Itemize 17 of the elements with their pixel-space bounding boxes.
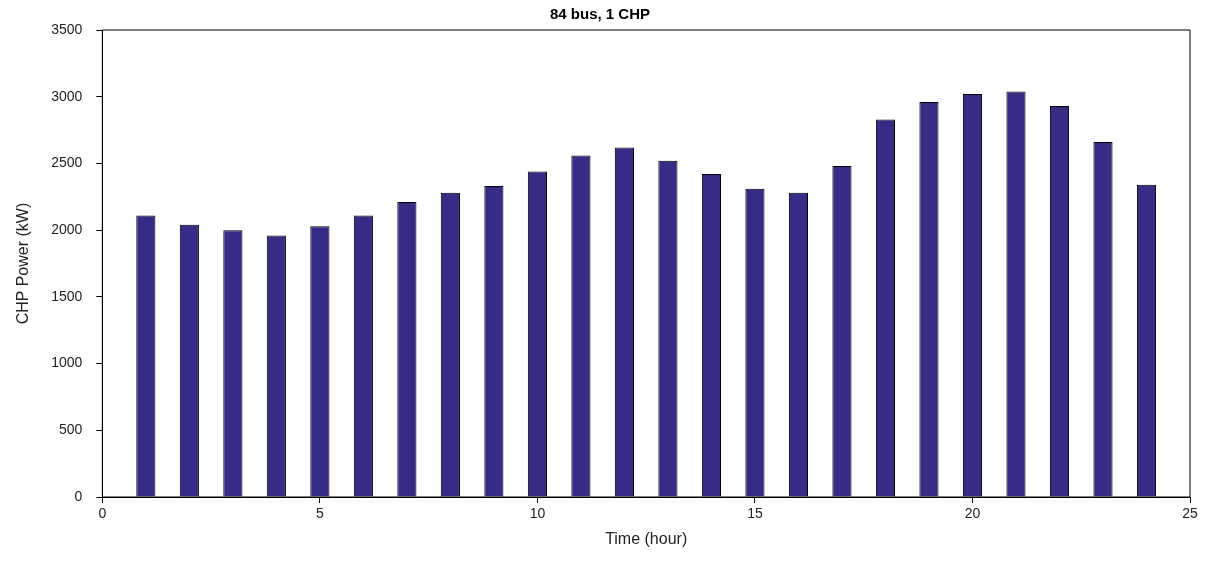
chart-title: 84 bus, 1 CHP [549,5,651,23]
y-tick-label: 3000 [51,87,83,104]
x-tick-label: 20 [964,505,981,522]
x-tick-label: 0 [98,505,107,522]
x-tick-label: 15 [747,505,763,522]
y-tick-label: 0 [74,487,83,504]
y-tick-label: 1500 [51,287,83,304]
x-tick-label: 25 [1182,505,1198,522]
y-tick-label: 2500 [51,154,83,171]
y-tick-label: 2000 [51,221,83,237]
y-tick-label: 1000 [51,354,83,371]
y-tick-label: 500 [58,421,83,438]
x-axis-title: Time (hour) [605,529,688,547]
x-tick-label: 10 [529,505,546,522]
x-tick-label: 5 [315,505,324,522]
y-axis-title: CHP Power (kW) [14,202,32,325]
y-tick-label: 3500 [51,20,83,37]
